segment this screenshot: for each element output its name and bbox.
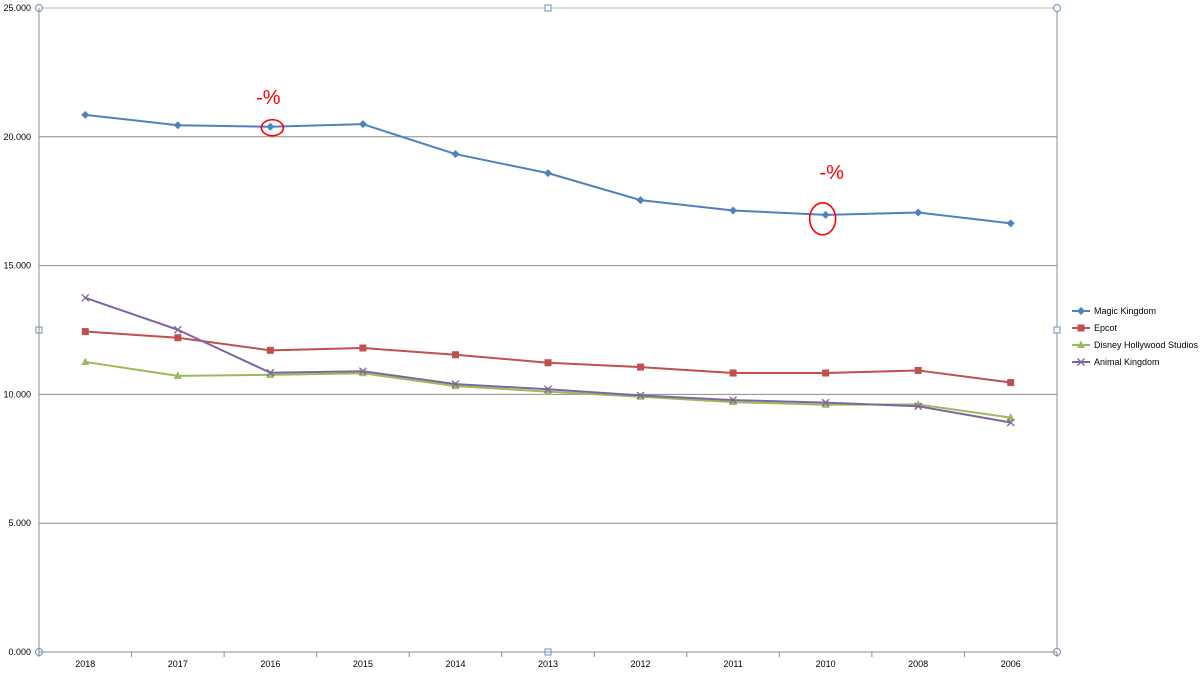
data-point bbox=[81, 357, 90, 365]
annotation-text: -% bbox=[256, 87, 281, 109]
data-point bbox=[544, 359, 552, 367]
x-tick-label: 2006 bbox=[1001, 659, 1021, 669]
annotations: -% -% bbox=[256, 87, 844, 236]
legend-label: Epcot bbox=[1094, 323, 1118, 333]
y-tick-label: 20.000 bbox=[3, 132, 31, 142]
legend-entry: Disney Hollywood Studios bbox=[1072, 340, 1199, 350]
data-point bbox=[358, 368, 367, 377]
series-animal-kingdom bbox=[81, 293, 1015, 427]
resize-handle-corner[interactable] bbox=[1053, 4, 1061, 12]
y-tick-label: 5.000 bbox=[8, 518, 31, 528]
legend-marker bbox=[1077, 340, 1085, 348]
legend-marker bbox=[1077, 307, 1085, 315]
data-point bbox=[1007, 379, 1015, 387]
data-point bbox=[81, 293, 90, 302]
annotation-circle bbox=[260, 118, 285, 137]
y-tick-label: 15.000 bbox=[3, 261, 31, 271]
data-point bbox=[81, 110, 90, 119]
data-point bbox=[1006, 219, 1015, 228]
data-point bbox=[822, 369, 830, 377]
data-point bbox=[451, 381, 460, 390]
series-magic-kingdom bbox=[81, 110, 1015, 228]
legend-entry: Magic Kingdom bbox=[1072, 306, 1156, 316]
data-point bbox=[914, 208, 923, 217]
annotation-text: -% bbox=[819, 162, 844, 184]
x-tick-label: 2008 bbox=[908, 659, 928, 669]
data-point bbox=[544, 385, 552, 394]
data-point bbox=[173, 325, 182, 334]
data-point bbox=[637, 363, 645, 371]
data-point bbox=[544, 169, 552, 178]
y-tick-label: 0.000 bbox=[8, 647, 31, 657]
data-point bbox=[451, 380, 460, 389]
legend-marker bbox=[1077, 358, 1085, 366]
x-tick-label: 2010 bbox=[816, 659, 836, 669]
legend-label: Disney Hollywood Studios bbox=[1094, 340, 1199, 350]
annotation: -% bbox=[256, 87, 285, 137]
legend-label: Animal Kingdom bbox=[1094, 357, 1160, 367]
data-point bbox=[359, 344, 367, 352]
x-tick-label: 2014 bbox=[445, 659, 465, 669]
data-point bbox=[266, 346, 274, 354]
x-tick-label: 2017 bbox=[168, 659, 188, 669]
x-tick-label: 2013 bbox=[538, 659, 558, 669]
data-point bbox=[173, 371, 182, 379]
data-point bbox=[451, 150, 460, 159]
data-point bbox=[266, 370, 275, 378]
data-point bbox=[729, 397, 738, 406]
data-point bbox=[266, 368, 275, 377]
x-tick-label: 2016 bbox=[260, 659, 280, 669]
data-point bbox=[1006, 418, 1015, 427]
data-point bbox=[358, 120, 367, 129]
legend-entry: Epcot bbox=[1072, 323, 1118, 333]
legend-entry: Animal Kingdom bbox=[1072, 357, 1160, 367]
y-tick-label: 25.000 bbox=[3, 3, 31, 13]
data-point bbox=[914, 366, 922, 374]
chart-frame bbox=[35, 4, 1061, 656]
data-point bbox=[1006, 413, 1015, 421]
data-point bbox=[821, 398, 830, 407]
data-point bbox=[636, 391, 645, 400]
legend-marker bbox=[1077, 324, 1085, 332]
data-point bbox=[636, 196, 645, 205]
data-point bbox=[174, 334, 182, 342]
axes: 0.000 5.000 10.000 15.000 20.000 25.000 2018 20… bbox=[3, 3, 1058, 669]
data-point bbox=[451, 351, 459, 359]
resize-handle-edge[interactable] bbox=[544, 4, 552, 12]
data-point bbox=[914, 402, 923, 411]
gridlines bbox=[39, 7, 1057, 524]
data-point bbox=[729, 369, 737, 377]
data-point bbox=[729, 206, 738, 215]
resize-handle-edge[interactable] bbox=[1053, 326, 1061, 334]
data-point bbox=[266, 122, 275, 131]
data-point bbox=[821, 210, 830, 219]
series-epcot bbox=[81, 328, 1015, 387]
x-tick-label: 2012 bbox=[631, 659, 651, 669]
data-point bbox=[81, 328, 89, 336]
data-point bbox=[729, 396, 738, 405]
annotation: -% bbox=[808, 162, 844, 236]
annotation-circle bbox=[808, 202, 837, 236]
legend: Magic Kingdom Epcot Disney Hollywood Studi… bbox=[1072, 306, 1199, 367]
y-tick-label: 10.000 bbox=[3, 389, 31, 399]
x-tick-label: 2015 bbox=[353, 659, 373, 669]
x-tick-label: 2018 bbox=[75, 659, 95, 669]
data-point bbox=[173, 121, 182, 130]
series-group bbox=[81, 110, 1015, 427]
data-point bbox=[358, 367, 367, 376]
data-point bbox=[821, 400, 830, 408]
legend-label: Magic Kingdom bbox=[1094, 306, 1156, 316]
data-point bbox=[544, 387, 552, 395]
x-tick-label: 2011 bbox=[723, 659, 742, 669]
